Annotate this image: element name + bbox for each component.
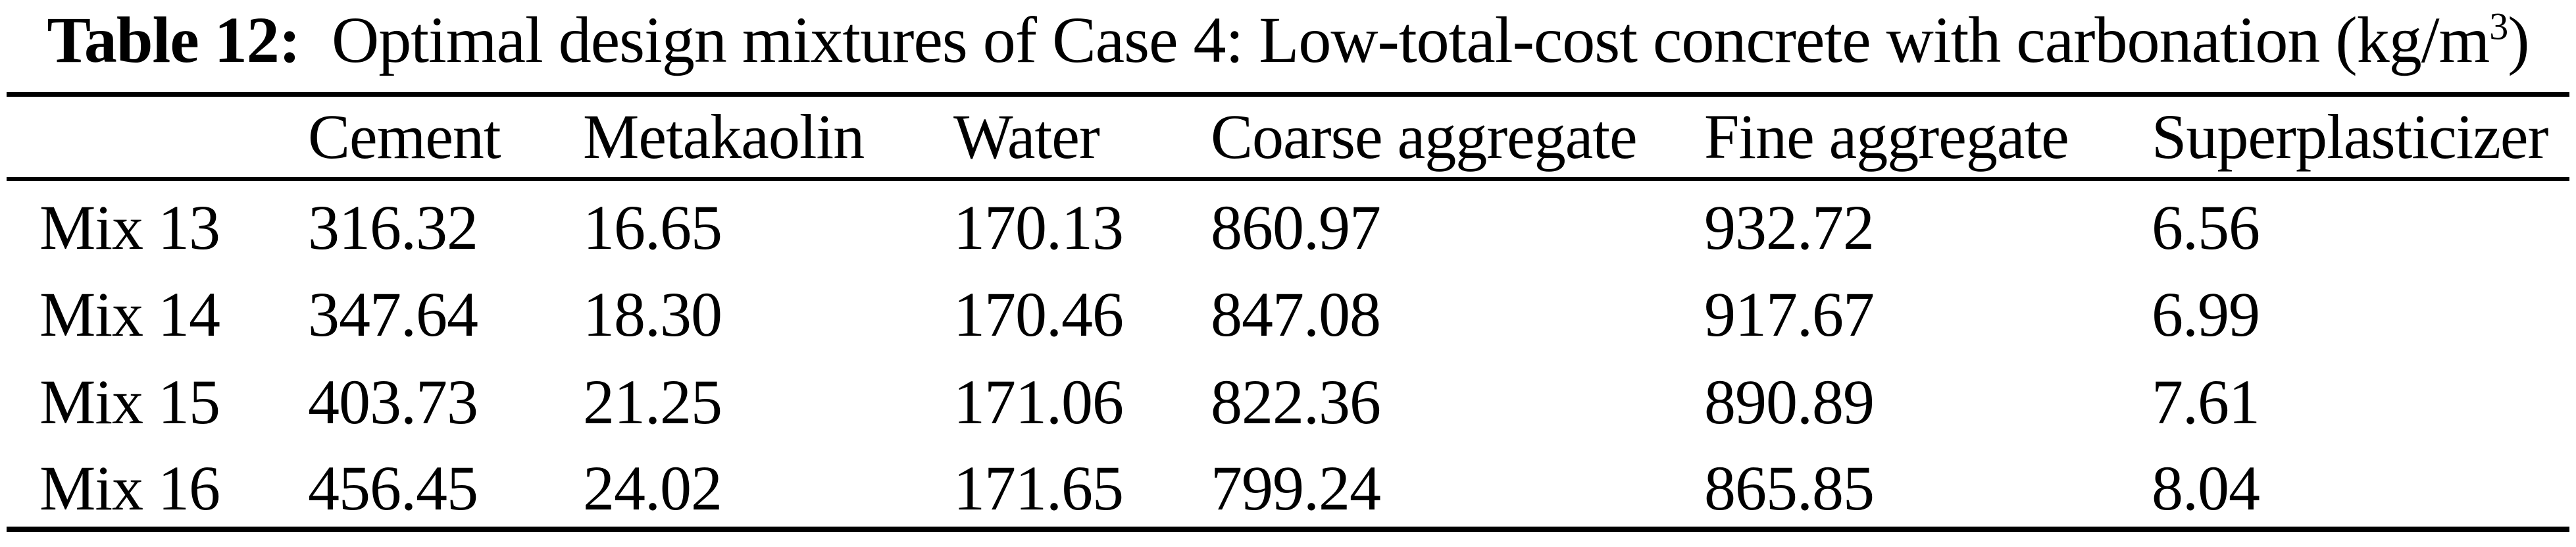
table-caption: Table 12: Optimal design mixtures of Cas… (0, 0, 2576, 79)
table-cell: 932.72 (1704, 192, 1875, 263)
table-cell: 171.65 (953, 452, 1124, 523)
table-cell: 24.02 (583, 452, 722, 523)
table-cell: 6.99 (2152, 278, 2260, 350)
table-cell: 6.56 (2152, 192, 2260, 263)
table-cell: 7.61 (2152, 366, 2260, 437)
table-cell: 403.73 (308, 366, 478, 437)
table-caption-number: Table 12: (47, 3, 301, 76)
header-row: Cement Metakaolin Water Coarse aggregate… (7, 95, 2569, 179)
table-cell: 316.32 (308, 192, 478, 263)
column-header-coarse-aggregate: Coarse aggregate (1211, 101, 1638, 172)
caption-suffix: ) (2508, 3, 2529, 76)
table-cell: 8.04 (2152, 452, 2260, 523)
table-cell: 456.45 (308, 452, 478, 523)
table-caption-text: Optimal design mixtures of Case 4: Low-t… (332, 2, 2530, 78)
table-cell: 21.25 (583, 366, 722, 437)
table-cell: 890.89 (1704, 366, 1875, 437)
table-cell: 865.85 (1704, 452, 1875, 523)
table-cell: 822.36 (1211, 366, 1381, 437)
table-cell: 171.06 (953, 366, 1124, 437)
table-cell: 847.08 (1211, 278, 1381, 350)
table-cell: 170.13 (953, 192, 1124, 263)
row-label: Mix 13 (39, 192, 220, 263)
table-cell: 170.46 (953, 278, 1124, 350)
column-header-superplasticizer: Superplasticizer (2152, 101, 2548, 172)
column-header-fine-aggregate: Fine aggregate (1704, 101, 2069, 172)
row-label: Mix 15 (39, 366, 220, 437)
mixtures-table: Cement Metakaolin Water Coarse aggregate… (7, 92, 2569, 532)
table-cell: 799.24 (1211, 452, 1381, 523)
column-header-cement: Cement (308, 101, 501, 172)
table-cell: 18.30 (583, 278, 722, 350)
table-row-mix-15: Mix 15 403.73 21.25 171.06 822.36 890.89… (7, 354, 2569, 442)
row-label: Mix 14 (39, 278, 220, 350)
table-cell: 347.64 (308, 278, 478, 350)
table-row-mix-14: Mix 14 347.64 18.30 170.46 847.08 917.67… (7, 267, 2569, 354)
table-row-mix-13: Mix 13 316.32 16.65 170.13 860.97 932.72… (7, 179, 2569, 267)
table-cell: 860.97 (1211, 192, 1381, 263)
table-cell: 917.67 (1704, 278, 1875, 350)
caption-unit-superscript: 3 (2489, 5, 2508, 48)
table-row-mix-16: Mix 16 456.45 24.02 171.65 799.24 865.85… (7, 442, 2569, 529)
table-caption-body: Optimal design mixtures of Case 4: Low-t… (332, 3, 2490, 76)
row-label: Mix 16 (39, 452, 220, 523)
column-header-water: Water (953, 101, 1100, 172)
table-cell: 16.65 (583, 192, 722, 263)
column-header-blank (7, 95, 308, 179)
column-header-metakaolin: Metakaolin (583, 101, 865, 172)
